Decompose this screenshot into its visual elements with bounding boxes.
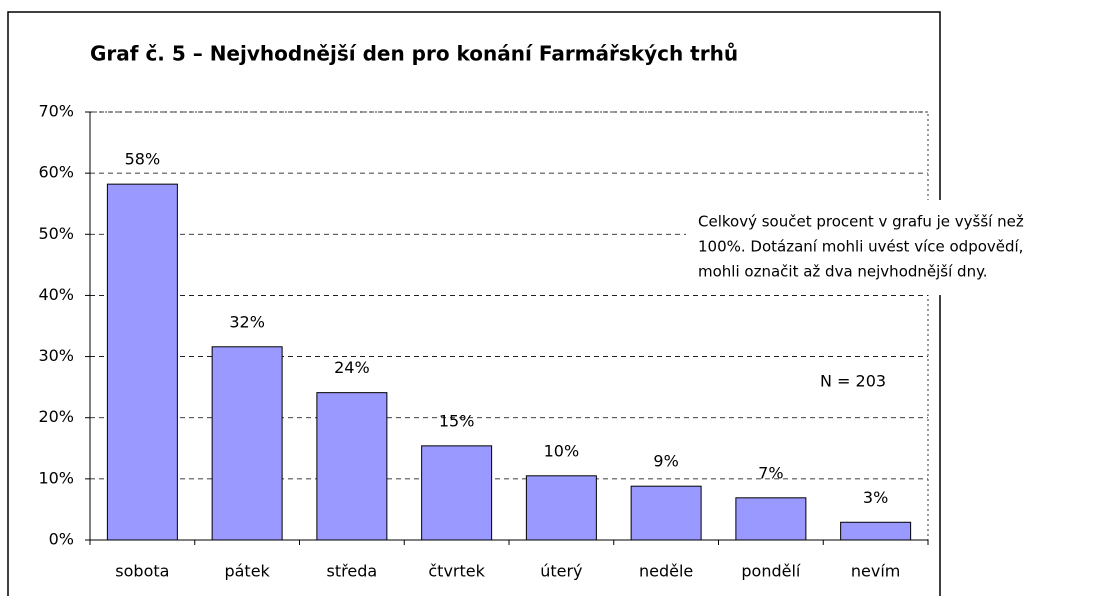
bar [735, 497, 807, 541]
note-box [686, 200, 1097, 295]
y-tick-label: 20% [38, 407, 74, 426]
bar [211, 346, 283, 541]
x-tick-label: pátek [224, 562, 270, 581]
x-tick-label: úterý [540, 562, 582, 581]
data-label: 3% [863, 488, 888, 507]
x-tick-label: středa [327, 562, 378, 581]
data-label: 32% [229, 312, 265, 331]
annotation: N = 203 [820, 372, 886, 391]
x-tick-label: pondělí [741, 562, 801, 581]
annotation: 100%. Dotázaní mohli uvést více odpovědí… [698, 238, 1023, 256]
bar [421, 445, 493, 541]
y-tick-label: 10% [38, 468, 74, 487]
data-label: 10% [544, 441, 580, 460]
data-label: 9% [653, 452, 678, 471]
y-tick-label: 70% [38, 102, 74, 121]
annotation: Celkový součet procent v grafu je vyšší … [698, 213, 1024, 231]
x-tick-label: nevím [851, 562, 900, 581]
bar [316, 392, 388, 541]
data-label: 58% [125, 150, 161, 169]
y-tick-label: 50% [38, 224, 74, 243]
data-label: 15% [439, 411, 475, 430]
bar [525, 475, 597, 541]
chart-title: Graf č. 5 – Nejvhodnější den pro konání … [90, 42, 738, 66]
y-tick-label: 0% [49, 530, 74, 549]
x-tick-label: sobota [115, 562, 169, 581]
annotation: mohli označit až dva nejvhodnější dny. [698, 263, 988, 281]
y-tick-label: 40% [38, 285, 74, 304]
x-tick-label: neděle [639, 562, 693, 581]
y-tick-label: 60% [38, 163, 74, 182]
bar [840, 521, 912, 541]
y-tick-label: 30% [38, 346, 74, 365]
data-label: 24% [334, 358, 370, 377]
x-tick-label: čtvrtek [428, 562, 485, 581]
bar [106, 183, 178, 541]
data-label: 7% [758, 463, 783, 482]
bar [630, 485, 702, 541]
